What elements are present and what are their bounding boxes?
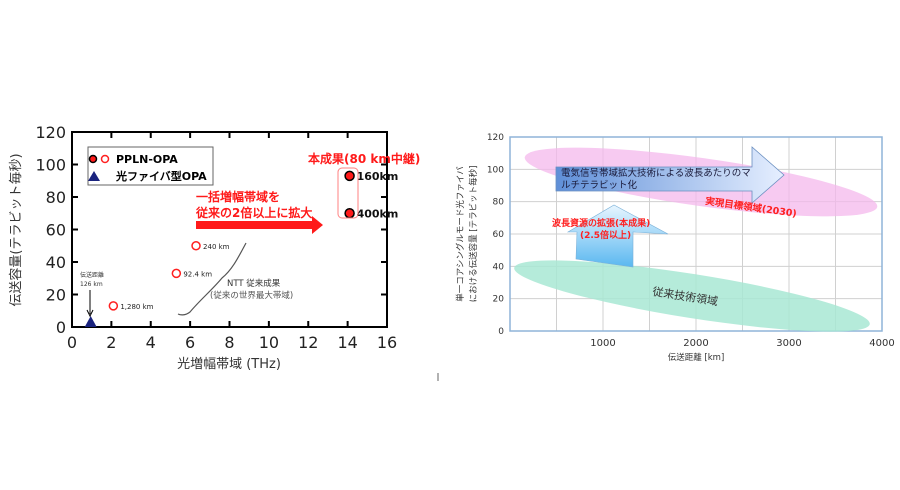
left-y-tick-label: 120 — [35, 123, 66, 142]
left-y-tick-label: 60 — [46, 221, 66, 240]
triangle-label-line2: 126 km — [80, 281, 103, 288]
right-y-tick-label: 40 — [493, 262, 505, 272]
left-y-axis-label: 伝送容量(テラビット毎秒) — [8, 153, 24, 306]
right-y-tick-label: 20 — [493, 295, 505, 305]
point-label: 1,280 km — [120, 303, 153, 311]
conventional-region — [514, 260, 870, 332]
right-chart: 電気信号帯域拡大技術による波長あたりのマ ルチテラビット化 波長資源の拡張(本成… — [455, 133, 895, 363]
left-x-tick-label: 10 — [259, 333, 279, 352]
left-x-tick-label: 6 — [185, 333, 195, 352]
left-x-tick-label: 0 — [67, 333, 77, 352]
right-x-tick-label: 1000 — [590, 338, 615, 349]
expansion-arrow — [196, 216, 323, 234]
point-label: 240 km — [203, 243, 230, 251]
left-x-tick-label: 14 — [337, 333, 357, 352]
left-y-tick-label: 40 — [46, 253, 66, 272]
result-highlight-box — [337, 167, 359, 219]
right-x-axis-label: 伝送距離 [km] — [668, 352, 725, 363]
legend-open-circle-icon — [100, 154, 110, 164]
left-x-axis-label: 光増幅帯域 (THz) — [177, 357, 281, 372]
right-x-tick-label: 4000 — [869, 338, 894, 349]
ppln-open-point — [191, 241, 201, 251]
left-x-tick-label: 4 — [146, 333, 156, 352]
ntt-label-line2: (従来の世界最大帯域) — [210, 290, 293, 301]
left-x-tick-label: 2 — [106, 333, 116, 352]
up-arrow-line1: 波長資源の拡張(本成果) — [552, 217, 650, 229]
left-chart: 0 2 4 6 8 10 12 14 16 0 20 40 60 80 100 120 光増幅帯域 (THz… — [8, 123, 420, 372]
left-x-tick-label: 12 — [298, 333, 318, 352]
ppln-open-point — [108, 301, 119, 311]
right-x-tick-label: 2000 — [683, 338, 708, 349]
ppln-result-point — [344, 208, 355, 219]
right-y-tick-label: 0 — [498, 327, 504, 337]
right-y-tick-label: 100 — [487, 165, 504, 175]
left-x-tick-label: 8 — [224, 333, 234, 352]
left-y-tick-label: 100 — [35, 156, 66, 175]
ppln-open-point — [171, 268, 182, 279]
right-plot-frame — [509, 136, 883, 332]
legend-pplnopa: PPLN-OPA — [116, 153, 178, 166]
right-y-tick-label: 60 — [493, 230, 505, 240]
legend-triangle-icon — [88, 171, 100, 181]
legend-fiber-opa: 光ファイバ型OPA — [115, 169, 207, 183]
left-y-tick-label: 0 — [56, 318, 66, 337]
ntt-label-line1: NTT 従来成果 — [227, 278, 281, 289]
right-y-tick-label: 120 — [487, 133, 504, 143]
left-x-tick-label: 16 — [377, 333, 397, 352]
right-y-axis-label-line1: 単一コアシングルモード光ファイバ — [455, 166, 466, 302]
point-label: 92.4 km — [183, 270, 212, 278]
ntt-bracket — [177, 242, 247, 316]
left-y-tick-label: 80 — [46, 188, 66, 207]
result-point-label: 400km — [357, 207, 399, 220]
legend-filled-circle-icon — [88, 154, 98, 164]
right-y-axis-label-line2: における伝送容量 [テラビット毎秒] — [468, 166, 479, 303]
big-arrow-line1: 電気信号帯域拡大技術による波長あたりのマ — [561, 167, 751, 179]
right-y-tick-label: 80 — [493, 198, 505, 208]
fiber-opa-point — [84, 315, 97, 327]
left-y-tick-label: 20 — [46, 286, 66, 305]
up-arrow-line2: (2.5倍以上) — [580, 229, 631, 241]
triangle-pointer-arrow — [86, 290, 94, 318]
result-point-label: 160km — [357, 170, 399, 183]
result-title: 本成果(80 km中継) — [308, 151, 420, 166]
triangle-label-line1: 伝送距離 — [80, 271, 104, 279]
arrow-text-line2: 従来の2倍以上に拡大 — [195, 205, 312, 220]
right-x-tick-label: 3000 — [776, 338, 801, 349]
big-arrow-line2: ルチテラビット化 — [561, 179, 638, 191]
bandwidth-arrow — [555, 146, 785, 204]
left-legend: PPLN-OPA 光ファイバ型OPA — [87, 146, 214, 186]
wavelength-expansion-arrow — [566, 204, 669, 268]
arrow-text-line1: 一括増幅帯域を — [196, 189, 280, 204]
ppln-result-point — [344, 170, 355, 182]
